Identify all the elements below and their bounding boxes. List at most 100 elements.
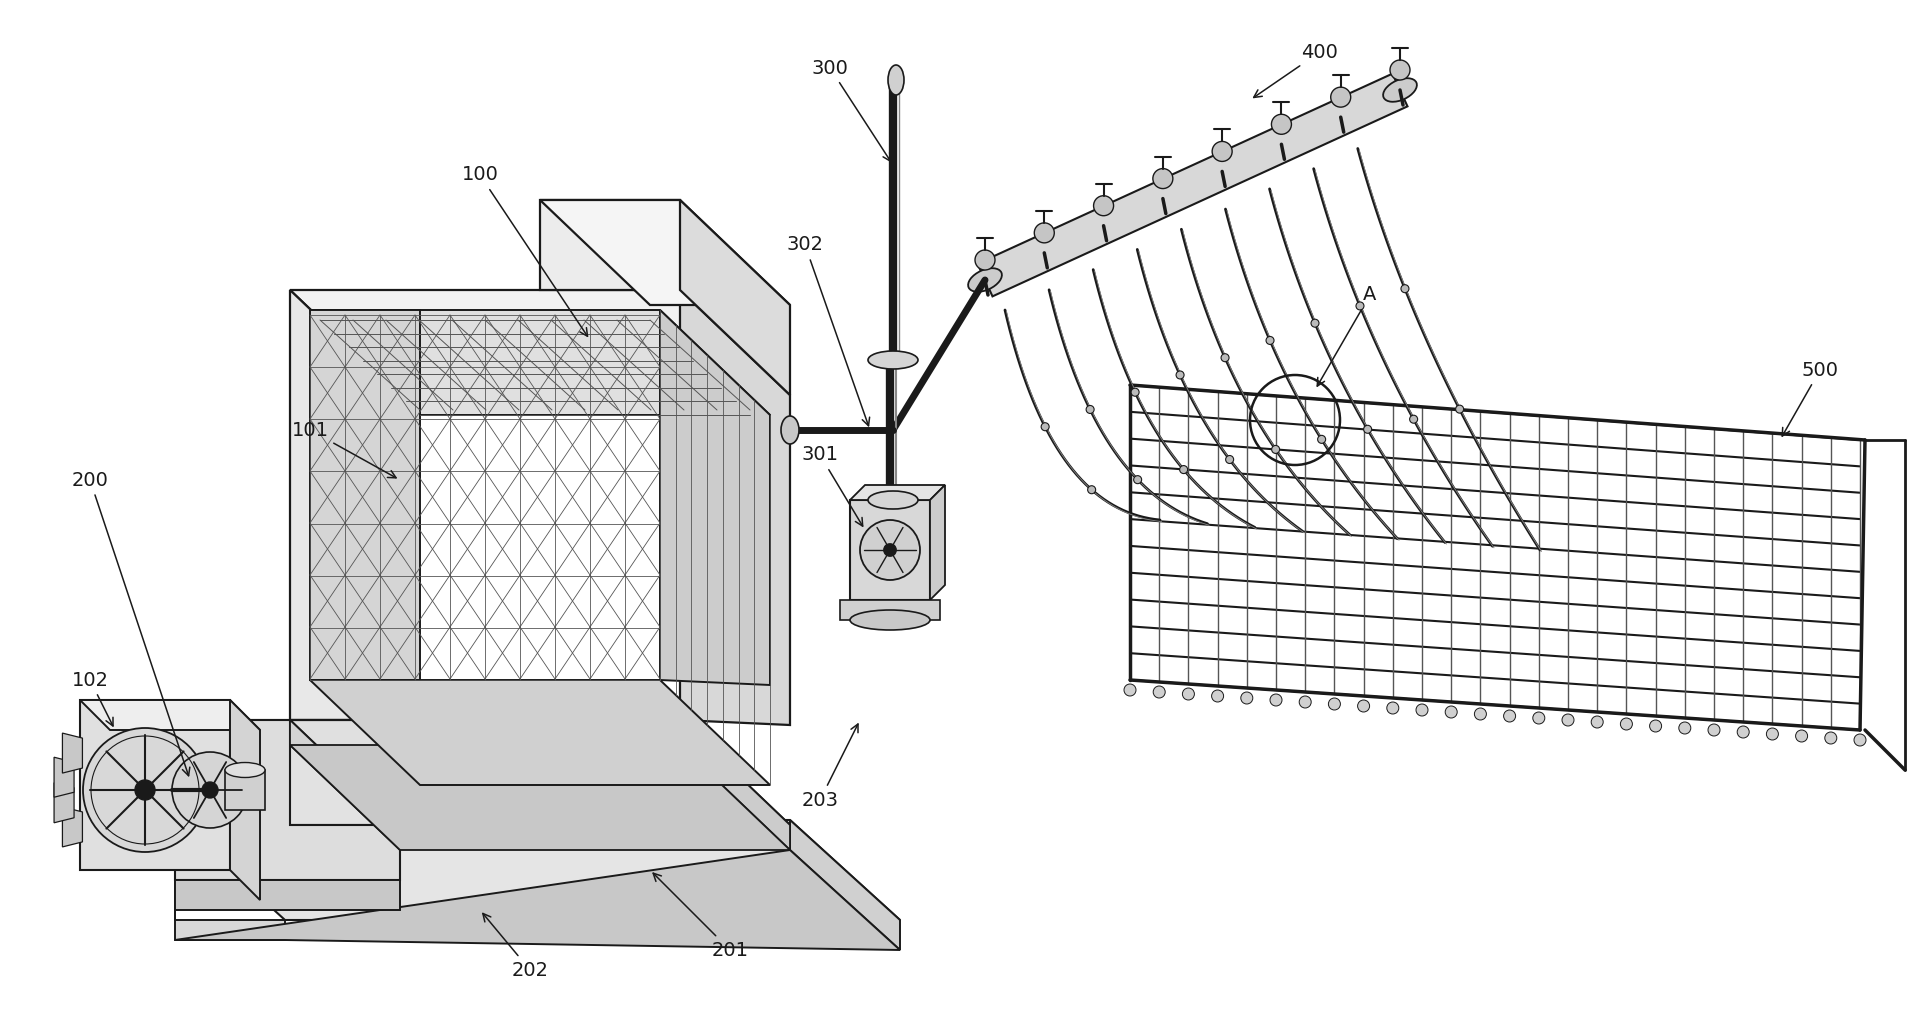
Circle shape [1562,714,1574,726]
Polygon shape [176,880,400,910]
Polygon shape [291,720,790,825]
Ellipse shape [887,65,904,96]
Circle shape [1317,435,1325,443]
Circle shape [1180,465,1187,473]
Circle shape [1222,354,1229,362]
Polygon shape [310,680,771,785]
Circle shape [1445,706,1457,718]
Polygon shape [63,807,82,847]
Polygon shape [176,820,901,920]
Circle shape [1650,720,1662,732]
Text: 201: 201 [654,873,748,959]
Polygon shape [80,700,229,870]
Circle shape [1331,87,1350,107]
Polygon shape [851,485,945,500]
Polygon shape [310,310,771,415]
Polygon shape [851,500,929,600]
Polygon shape [929,485,945,600]
Circle shape [1226,455,1233,463]
Text: 202: 202 [484,913,549,979]
Circle shape [1266,336,1273,344]
Text: A: A [1317,285,1377,386]
Circle shape [1329,698,1340,710]
Circle shape [1271,114,1291,134]
Text: 500: 500 [1782,361,1839,436]
Circle shape [975,250,994,270]
Circle shape [1271,445,1279,453]
Polygon shape [291,720,400,850]
Circle shape [1312,319,1319,327]
Polygon shape [80,700,260,731]
Circle shape [1088,486,1096,494]
Circle shape [1474,708,1486,720]
Circle shape [1417,704,1428,716]
Circle shape [1767,728,1778,740]
Text: 400: 400 [1254,43,1338,98]
Text: 100: 100 [461,166,587,336]
Circle shape [1363,426,1371,433]
Ellipse shape [851,610,929,630]
Polygon shape [176,850,901,950]
Circle shape [82,728,206,852]
Text: 300: 300 [811,59,891,162]
Circle shape [1182,688,1195,700]
Polygon shape [660,310,771,685]
Circle shape [1132,388,1140,396]
Circle shape [1401,284,1409,293]
Circle shape [1134,475,1141,484]
Circle shape [1034,223,1054,243]
Circle shape [1212,690,1224,702]
Circle shape [1707,724,1721,736]
Polygon shape [681,720,790,850]
Text: 200: 200 [71,470,189,776]
Text: 203: 203 [801,724,858,810]
Polygon shape [291,745,790,850]
Circle shape [1241,692,1252,704]
Circle shape [1358,700,1369,712]
Polygon shape [229,700,260,900]
Polygon shape [176,720,400,880]
Circle shape [883,544,897,556]
Circle shape [172,752,249,828]
Ellipse shape [868,351,918,369]
Circle shape [1153,686,1164,698]
Polygon shape [291,290,400,720]
Circle shape [203,782,218,798]
Circle shape [860,520,920,580]
Circle shape [1386,702,1400,714]
Polygon shape [310,310,421,680]
Polygon shape [54,757,75,798]
Polygon shape [539,200,681,290]
Circle shape [1042,423,1050,431]
Circle shape [1619,718,1633,731]
Circle shape [1086,405,1094,414]
Circle shape [1298,696,1312,708]
Circle shape [1212,141,1231,162]
Polygon shape [176,820,285,940]
Circle shape [1094,196,1113,215]
Polygon shape [176,720,400,825]
Circle shape [1795,731,1807,742]
Circle shape [1153,169,1172,189]
Circle shape [1679,722,1690,734]
Circle shape [1533,712,1545,724]
Polygon shape [63,734,82,773]
Text: 301: 301 [801,445,862,526]
Circle shape [1124,684,1136,696]
Polygon shape [226,770,266,810]
Polygon shape [790,820,901,950]
Text: 102: 102 [71,671,113,726]
Circle shape [1176,371,1184,379]
Ellipse shape [1382,78,1417,102]
Polygon shape [839,600,941,620]
Circle shape [136,780,155,800]
Ellipse shape [780,416,799,444]
Circle shape [1270,694,1283,706]
Text: 101: 101 [291,421,396,478]
Circle shape [1390,60,1409,80]
Circle shape [1409,416,1417,424]
Circle shape [1591,716,1602,728]
Polygon shape [539,200,790,305]
Circle shape [1503,710,1516,722]
Ellipse shape [226,762,266,777]
